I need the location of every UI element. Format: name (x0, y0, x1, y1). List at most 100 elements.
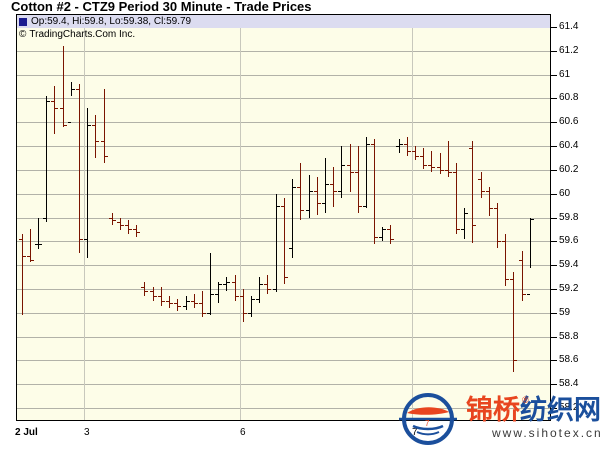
ohlc-bar (440, 153, 441, 174)
gridline-horizontal (17, 218, 550, 219)
ohlc-close-tick (277, 206, 280, 207)
ohlc-open-tick (109, 218, 112, 219)
ohlc-close-tick (96, 141, 99, 142)
ohlc-open-tick (84, 239, 87, 240)
gridline-horizontal (17, 289, 550, 290)
ohlc-close-tick (285, 277, 288, 278)
ohlc-close-tick (334, 191, 337, 192)
ohlc-bar (194, 294, 195, 308)
ohlc-open-tick (223, 284, 226, 285)
y-axis-label: 59.2 (559, 283, 579, 294)
ohlc-bar (46, 96, 47, 222)
y-axis-tick (551, 289, 557, 290)
gridline-horizontal (17, 122, 550, 123)
y-axis-tick (551, 241, 557, 242)
legend-quote-text: Op:59.4, Hi:59.8, Lo:59.38, Cl:59.79 (31, 16, 192, 27)
ohlc-close-tick (23, 256, 26, 257)
legend-copyright-text: TradingCharts.Com Inc. (29, 29, 136, 40)
ohlc-close-tick (457, 229, 460, 230)
ohlc-open-tick (158, 296, 161, 297)
ohlc-bar (390, 225, 391, 244)
ohlc-close-tick (359, 206, 362, 207)
ohlc-open-tick (51, 101, 54, 102)
legend-band (17, 15, 550, 28)
ohlc-open-tick (248, 313, 251, 314)
ohlc-open-tick (141, 287, 144, 288)
ohlc-open-tick (92, 125, 95, 126)
ohlc-close-tick (39, 244, 42, 245)
ohlc-open-tick (494, 208, 497, 209)
y-axis-label: 58.8 (559, 331, 579, 342)
ohlc-bar (210, 253, 211, 315)
ohlc-bar (431, 151, 432, 172)
ohlc-close-tick (375, 237, 378, 238)
ohlc-close-tick (178, 306, 181, 307)
ohlc-open-tick (60, 108, 63, 109)
ohlc-open-tick (240, 296, 243, 297)
y-axis-tick (551, 51, 557, 52)
legend-quote-row: Op:59.4, Hi:59.8, Lo:59.38, Cl:59.79 (17, 15, 191, 28)
ohlc-bar (472, 141, 473, 243)
ohlc-open-tick (502, 241, 505, 242)
ohlc-close-tick (408, 151, 411, 152)
y-axis-tick (551, 75, 557, 76)
ohlc-bar (128, 220, 129, 234)
ohlc-open-tick (19, 239, 22, 240)
ohlc-bar (366, 137, 367, 208)
ohlc-bar (251, 296, 252, 317)
ohlc-open-tick (273, 289, 276, 290)
ohlc-bar (169, 296, 170, 308)
gridline-horizontal (17, 51, 550, 52)
ohlc-bar (186, 296, 187, 310)
ohlc-bar (153, 287, 154, 301)
ohlc-open-tick (297, 187, 300, 188)
ohlc-bar (226, 277, 227, 291)
ohlc-close-tick (293, 187, 296, 188)
ohlc-bar (259, 277, 260, 303)
ohlc-bar (243, 289, 244, 322)
y-axis-tick (551, 337, 557, 338)
y-axis-label: 58.6 (559, 354, 579, 365)
ohlc-bar (63, 46, 64, 127)
ohlc-bar (136, 225, 137, 237)
ohlc-open-tick (281, 206, 284, 207)
ohlc-open-tick (527, 294, 530, 295)
gridline-horizontal (17, 360, 550, 361)
y-axis-tick (551, 384, 557, 385)
ohlc-bar (341, 146, 342, 198)
gridline-horizontal (17, 75, 550, 76)
x-axis-label: 2 Jul (15, 427, 38, 438)
ohlc-open-tick (191, 301, 194, 302)
y-axis-tick (551, 146, 557, 147)
y-axis-tick (551, 98, 557, 99)
ohlc-close-tick (211, 294, 214, 295)
ohlc-bar (481, 172, 482, 198)
ohlc-close-tick (227, 282, 230, 283)
ohlc-open-tick (347, 165, 350, 166)
ohlc-open-tick (461, 229, 464, 230)
ohlc-open-tick (207, 313, 210, 314)
ohlc-close-tick (154, 296, 157, 297)
ohlc-close-tick (514, 360, 517, 361)
ohlc-open-tick (68, 122, 71, 123)
ohlc-bar (464, 208, 465, 239)
ohlc-bar (292, 179, 293, 258)
ohlc-close-tick (260, 284, 263, 285)
ohlc-open-tick (322, 203, 325, 204)
y-axis-tick (551, 360, 557, 361)
y-axis-label: 61.4 (559, 21, 579, 32)
ohlc-bar (530, 218, 531, 268)
ohlc-close-tick (113, 220, 116, 221)
gridline-horizontal (17, 408, 550, 409)
ohlc-close-tick (72, 89, 75, 90)
gridline-day-separator (84, 15, 85, 420)
ohlc-close-tick (465, 213, 468, 214)
ohlc-close-tick (400, 144, 403, 145)
y-axis-tick (551, 194, 557, 195)
y-axis-label: 58.4 (559, 378, 579, 389)
ohlc-bar (120, 218, 121, 230)
ohlc-close-tick (432, 167, 435, 168)
ohlc-bar (325, 158, 326, 213)
ohlc-bar (112, 213, 113, 225)
ohlc-bars (17, 15, 550, 420)
